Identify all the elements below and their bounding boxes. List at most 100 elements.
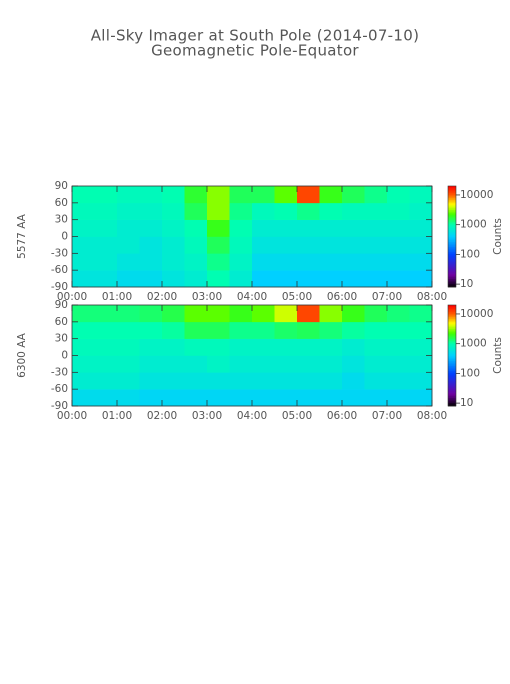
- heatmap-cell: [297, 219, 320, 237]
- heatmap-cell: [184, 186, 208, 204]
- colorbar-segment: [448, 374, 456, 377]
- heatmap-cell: [342, 372, 365, 390]
- colorbar-segment: [448, 345, 456, 348]
- heatmap-cell: [229, 372, 253, 390]
- heatmap-cell: [297, 253, 320, 271]
- y-tick-label: 90: [55, 299, 68, 311]
- heatmap-cell: [342, 305, 365, 323]
- heatmap-cell: [229, 253, 253, 271]
- heatmap-cell: [207, 321, 230, 339]
- colorbar-tick-label: 10000: [460, 189, 493, 201]
- colorbar-segment: [448, 278, 456, 281]
- heatmap-cell: [229, 355, 253, 373]
- colorbar-segment: [448, 331, 456, 335]
- colorbar-tick-label: 1000: [460, 338, 487, 350]
- colorbar-segment: [448, 382, 456, 385]
- colorbar-segment: [448, 281, 456, 285]
- heatmap-cell: [94, 355, 118, 373]
- heatmap-cell: [139, 270, 163, 288]
- heatmap-cell: [342, 253, 365, 271]
- heatmap-cell: [387, 219, 410, 237]
- colorbar-segment: [448, 389, 456, 392]
- colorbar-segment: [448, 211, 456, 214]
- heatmap-cell: [184, 305, 208, 323]
- y-tick-label: -30: [51, 247, 68, 259]
- heatmap-cell: [94, 305, 118, 323]
- heatmap-cell: [409, 253, 433, 271]
- heatmap-cell: [162, 219, 185, 237]
- heatmap-cell: [162, 253, 185, 271]
- colorbar-segment: [448, 197, 456, 200]
- colorbar-segment: [448, 270, 456, 273]
- colorbar-segment: [448, 348, 456, 351]
- heatmap-cell: [409, 270, 433, 288]
- heatmap-cell: [94, 219, 118, 237]
- heatmap-cell: [274, 372, 298, 390]
- heatmap-cell: [139, 219, 163, 237]
- heatmap-cell: [387, 202, 410, 220]
- colorbar-tick-label: 100: [460, 367, 480, 379]
- heatmap-cell: [117, 270, 140, 288]
- heatmap-cell: [162, 305, 185, 323]
- heatmap-cell: [387, 253, 410, 271]
- heatmap-cell: [117, 338, 140, 356]
- colorbar-segment: [448, 357, 456, 360]
- colorbar-segment: [448, 365, 456, 368]
- x-tick-label: 00:00: [57, 291, 87, 303]
- heatmap-cell: [364, 389, 388, 407]
- colorbar-segment: [448, 226, 456, 229]
- heatmap-cell: [139, 186, 163, 204]
- x-tick-label: 08:00: [417, 410, 447, 422]
- colorbar-segment: [448, 343, 456, 346]
- heatmap-cell: [72, 372, 95, 390]
- colorbar-segment: [448, 212, 456, 216]
- heatmap-cell: [117, 355, 140, 373]
- colorbar-segment: [448, 275, 456, 278]
- colorbar-segment: [448, 243, 456, 246]
- heatmap-cell: [387, 355, 410, 373]
- y-tick-label: 30: [55, 333, 68, 345]
- heatmap-cell: [94, 338, 118, 356]
- colorbar-label: Counts: [492, 218, 504, 255]
- colorbar-segment: [448, 273, 456, 276]
- colorbar-segment: [448, 306, 456, 309]
- x-tick-label: 04:00: [237, 410, 267, 422]
- y-tick-label: 30: [55, 214, 68, 226]
- heatmap-cell: [162, 389, 185, 407]
- heatmap-cell: [274, 270, 298, 288]
- heatmap-cell: [387, 321, 410, 339]
- colorbar-segment: [448, 370, 456, 373]
- y-tick-label: 0: [61, 231, 68, 243]
- colorbar-segment: [448, 258, 456, 261]
- heatmap-cell: [162, 202, 185, 220]
- heatmap-cell: [162, 270, 185, 288]
- heatmap-cell: [297, 321, 320, 339]
- heatmap-cell: [319, 372, 343, 390]
- colorbar-segment: [448, 244, 456, 247]
- heatmap-cell: [162, 355, 185, 373]
- colorbar-segment: [448, 224, 456, 227]
- heatmap-cell: [319, 355, 343, 373]
- heatmap-cell: [207, 270, 230, 288]
- heatmap-cell: [297, 202, 320, 220]
- heatmap-cell: [319, 219, 343, 237]
- heatmap-cell: [409, 338, 433, 356]
- heatmap-cell: [229, 305, 253, 323]
- x-tick-label: 06:00: [327, 410, 357, 422]
- colorbar-segment: [448, 363, 456, 366]
- y-tick-label: -60: [51, 264, 68, 276]
- colorbar-segment: [448, 276, 456, 279]
- heatmap-cell: [387, 236, 410, 254]
- colorbar-segment: [448, 241, 456, 244]
- colorbar-segment: [448, 328, 456, 331]
- colorbar-segment: [448, 231, 456, 234]
- heatmap-cell: [409, 321, 433, 339]
- heatmap-cell: [274, 321, 298, 339]
- heatmap-cell: [364, 270, 388, 288]
- colorbar-segment: [448, 321, 456, 324]
- colorbar-segment: [448, 394, 456, 397]
- heatmap-cell: [274, 186, 298, 204]
- colorbar-segment: [448, 255, 456, 258]
- heatmap-cell: [207, 355, 230, 373]
- heatmap-cell: [229, 321, 253, 339]
